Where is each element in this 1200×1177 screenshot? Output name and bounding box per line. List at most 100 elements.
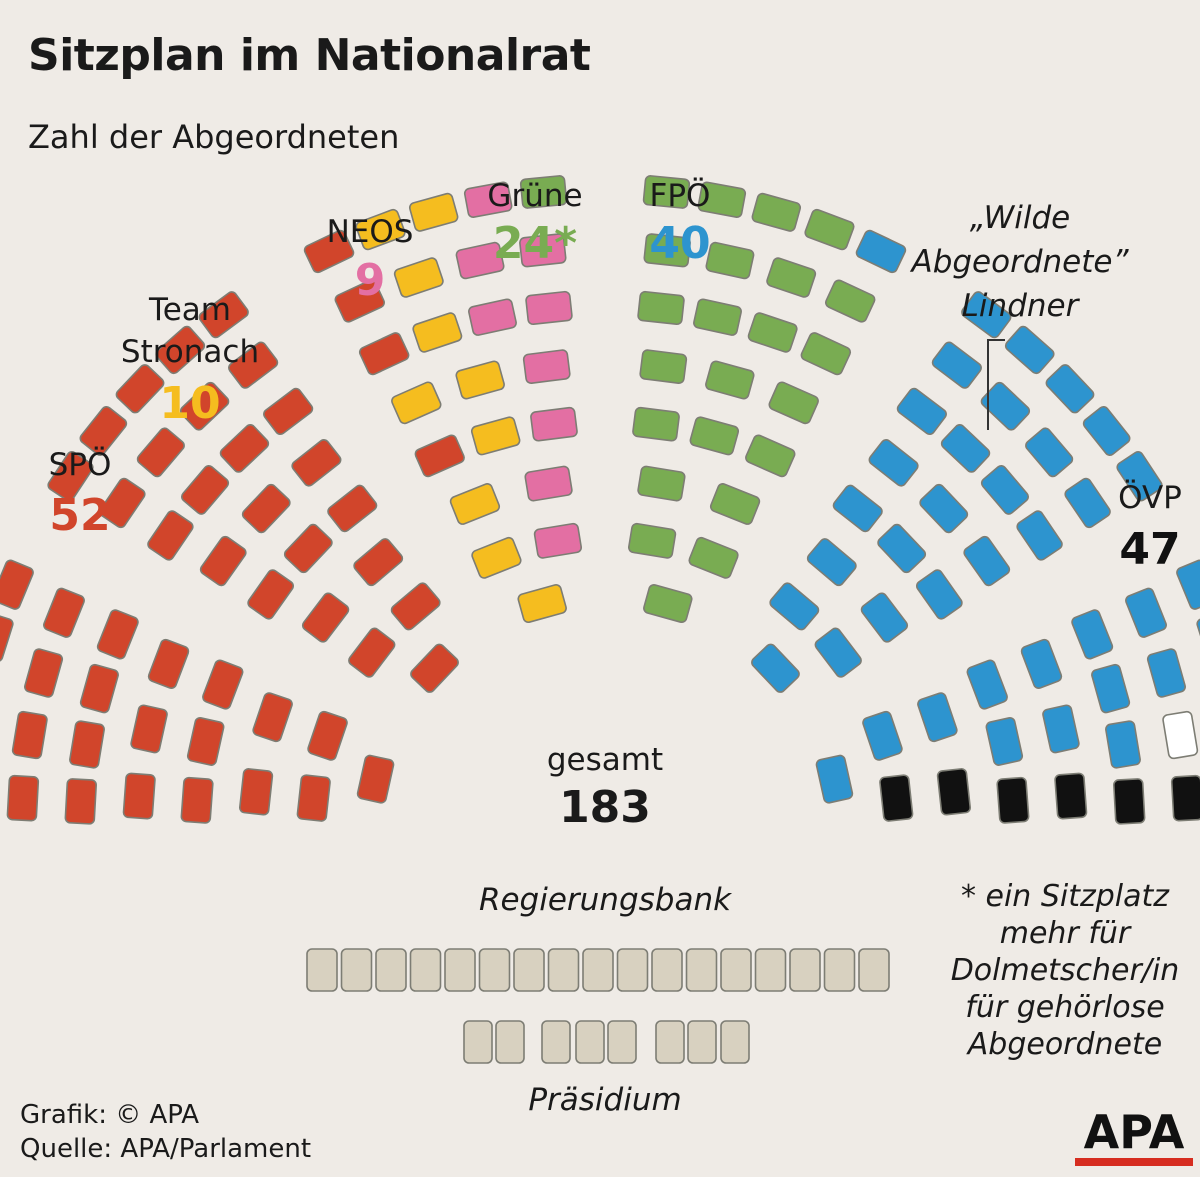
regierungsbank-seat bbox=[306, 948, 338, 992]
seat-team-stronach bbox=[449, 483, 501, 525]
apa-logo-bar bbox=[1075, 1158, 1193, 1166]
seat-fpö bbox=[862, 710, 903, 761]
seat-spö bbox=[252, 692, 293, 743]
seat-grüne bbox=[766, 257, 817, 298]
seat-fpö bbox=[917, 692, 958, 743]
seat-grüne bbox=[768, 381, 819, 425]
seat-fpö bbox=[980, 381, 1031, 431]
party-count-fpo: 40 bbox=[649, 218, 711, 269]
seat-neos bbox=[524, 465, 573, 502]
seat-fpö bbox=[1091, 663, 1131, 714]
seat-fpö bbox=[1116, 450, 1163, 502]
seat-spö bbox=[180, 465, 230, 515]
seat-team-stronach bbox=[408, 192, 459, 232]
seat-fpö bbox=[980, 465, 1030, 515]
seat-team-stronach bbox=[470, 416, 521, 456]
seat-wilde-abgeordnete-lindner bbox=[1162, 710, 1199, 760]
seat-spö bbox=[179, 381, 230, 431]
seat-grüne bbox=[689, 416, 740, 456]
regierungsbank-seat bbox=[858, 948, 890, 992]
regierungsbank-seat bbox=[582, 948, 614, 992]
regierungsbank-seat bbox=[340, 948, 373, 992]
seat-spö bbox=[291, 439, 342, 487]
seat-neos bbox=[533, 522, 583, 559]
seat-team-stronach bbox=[412, 312, 463, 353]
seat-fpö bbox=[806, 538, 857, 587]
seat-grüne bbox=[688, 536, 739, 579]
seat-grüne bbox=[697, 181, 747, 218]
seat-spö bbox=[327, 484, 378, 533]
seat-fpö bbox=[940, 424, 991, 473]
seat-fpö bbox=[815, 754, 854, 804]
seat-spö bbox=[334, 279, 385, 323]
party-count-spo: 52 bbox=[49, 490, 111, 541]
seat-grüne bbox=[705, 241, 755, 280]
seat-grüne bbox=[705, 360, 755, 400]
seat-grüne bbox=[642, 175, 691, 209]
seat-grüne bbox=[751, 192, 802, 232]
seat-fpö bbox=[1064, 477, 1111, 529]
regierungsbank-seat bbox=[651, 948, 683, 992]
footer-source: Quelle: APA/Parlament bbox=[20, 1134, 312, 1164]
seat-grüne bbox=[825, 279, 876, 323]
seat-fpö bbox=[1004, 325, 1055, 375]
seat-spö bbox=[69, 720, 105, 769]
regierungsbank-seat bbox=[478, 948, 511, 992]
seat-team-stronach bbox=[517, 584, 567, 624]
seat-grüne bbox=[627, 522, 677, 559]
seat-neos bbox=[522, 349, 571, 384]
seat-spö bbox=[155, 325, 206, 375]
seat-spö bbox=[147, 510, 194, 561]
seat-fpö bbox=[966, 659, 1008, 710]
seat-spö bbox=[24, 648, 64, 698]
seat-fpö bbox=[1196, 612, 1200, 663]
praesidium-seat bbox=[495, 1020, 525, 1064]
praesidium-seat bbox=[541, 1020, 571, 1064]
praesidium-seat bbox=[607, 1020, 637, 1064]
seat-grüne bbox=[637, 290, 685, 326]
regierungsbank-seat bbox=[616, 948, 649, 992]
regierungsbank-label: Regierungsbank bbox=[478, 882, 732, 918]
seat-grüne bbox=[643, 233, 691, 268]
seat-spö bbox=[219, 424, 270, 473]
seat-spö bbox=[241, 483, 291, 534]
seat-spö bbox=[130, 704, 168, 754]
seat-grüne bbox=[693, 298, 742, 336]
seat-fpö bbox=[769, 582, 820, 631]
regierungsbank-seat bbox=[754, 948, 787, 992]
regierungsbank-seat bbox=[720, 948, 752, 992]
apa-logo: APA bbox=[1075, 1108, 1193, 1166]
regierungsbank-seat bbox=[409, 948, 442, 992]
party-name-fpo: FPÖ bbox=[649, 178, 711, 214]
seat-grüne bbox=[804, 208, 855, 251]
seat-fpö bbox=[931, 341, 982, 389]
seat-spö bbox=[303, 229, 355, 274]
seat-spö bbox=[99, 477, 146, 529]
seat-övp bbox=[1170, 774, 1200, 822]
seat-grüne bbox=[745, 434, 796, 478]
seat-spö bbox=[115, 364, 165, 414]
seat-fpö bbox=[1146, 648, 1186, 698]
party-name-ovp: ÖVP bbox=[1118, 480, 1182, 516]
footnote-line-2: mehr für bbox=[999, 916, 1131, 951]
praesidium-seat bbox=[687, 1020, 717, 1064]
seat-spö bbox=[64, 778, 97, 825]
seat-spö bbox=[0, 559, 34, 610]
party-count-ovp: 47 bbox=[1119, 524, 1181, 575]
party-count-gruene: 24* bbox=[492, 218, 578, 269]
seat-fpö bbox=[1025, 427, 1074, 478]
regierungsbank-seat bbox=[375, 948, 407, 992]
party-name-neos: NEOS bbox=[326, 214, 414, 250]
page-subtitle: Zahl der Abgeordneten bbox=[28, 118, 400, 156]
seat-fpö bbox=[1082, 405, 1131, 456]
seat-fpö bbox=[961, 291, 1012, 339]
seat-spö bbox=[180, 776, 214, 824]
footnote-line-1: * ein Sitzplatz bbox=[960, 879, 1170, 914]
praesidium-seat bbox=[720, 1020, 750, 1064]
seat-spö bbox=[6, 774, 40, 822]
seat-spö bbox=[301, 592, 350, 643]
seat-övp bbox=[879, 774, 914, 822]
praesidium-seat bbox=[575, 1020, 605, 1064]
seat-neos bbox=[530, 406, 578, 442]
seat-fpö bbox=[1105, 720, 1141, 769]
